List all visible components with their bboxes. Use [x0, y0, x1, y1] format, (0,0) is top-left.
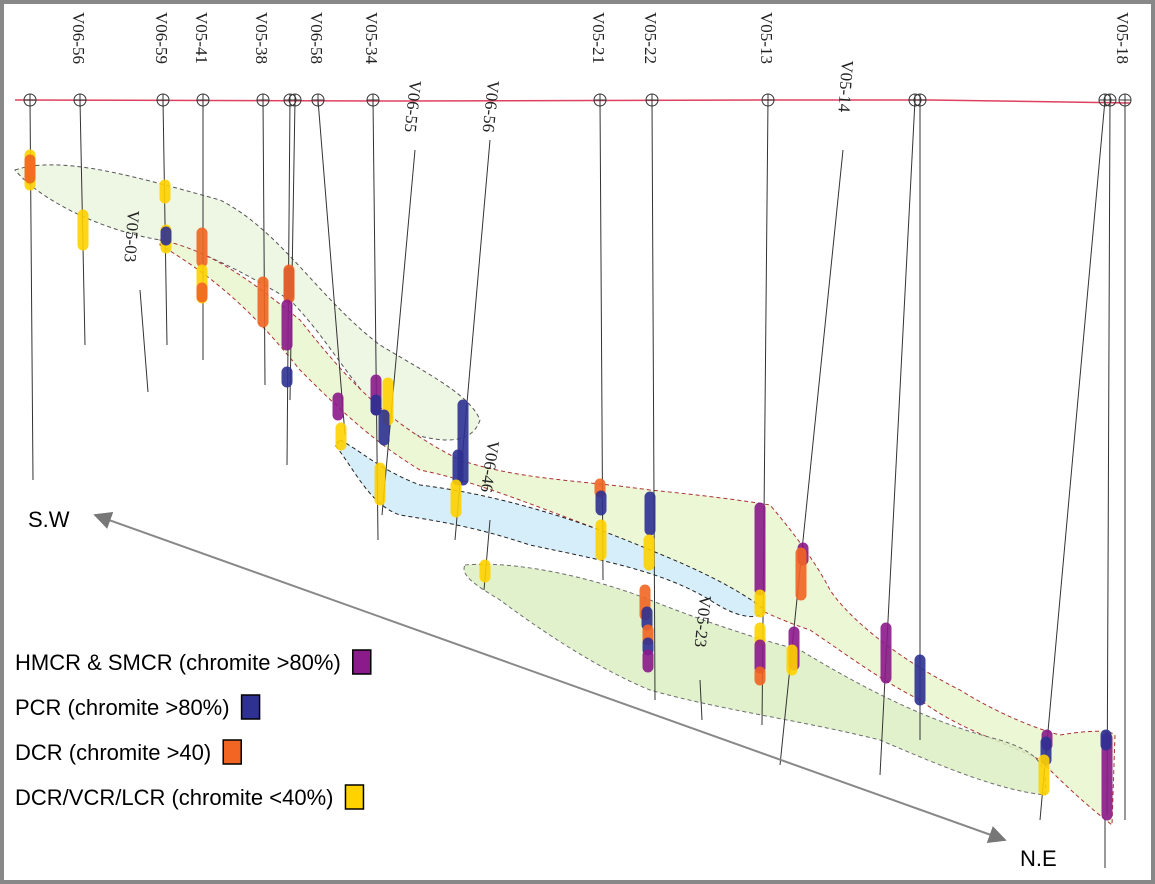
direction-start: S.W [28, 507, 70, 532]
legend-label: DCR (chromite >40) [15, 740, 211, 765]
legend-swatch [223, 740, 241, 764]
legend-swatch [353, 650, 371, 674]
legend-swatch [345, 785, 363, 809]
legend-swatch [242, 695, 260, 719]
hole-label: V05-21 [589, 12, 608, 64]
hole-label: V05-13 [757, 12, 776, 64]
hole-label: V05-14 [834, 60, 857, 114]
hole-label: V06-58 [307, 12, 326, 64]
legend-label: PCR (chromite >80%) [15, 695, 230, 720]
hole-label: V05-18 [1113, 12, 1132, 64]
hole-label: V06-59 [152, 12, 171, 64]
legend-label: DCR/VCR/LCR (chromite <40%) [15, 785, 333, 810]
hole-label: V06-56 [69, 12, 88, 64]
legend-label: HMCR & SMCR (chromite >80%) [15, 650, 341, 675]
hole-label: V05-38 [252, 12, 271, 64]
cross-section: V06-56V06-59V05-41V05-38V06-58V05-34V06-… [0, 0, 1155, 884]
hole-label: V05-03 [120, 210, 143, 263]
hole-label: V05-34 [362, 12, 381, 64]
direction-end: N.E [1020, 846, 1057, 871]
hole-label: V05-22 [641, 12, 660, 64]
hole-label: V05-41 [192, 12, 211, 64]
